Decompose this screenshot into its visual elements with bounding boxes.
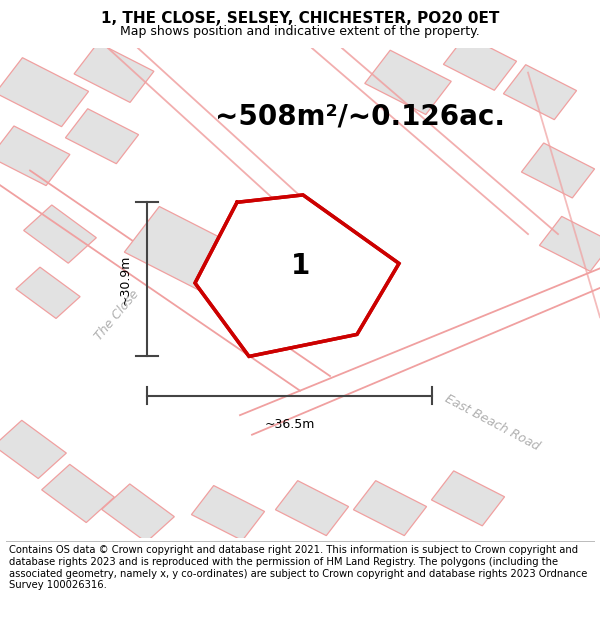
Polygon shape bbox=[41, 464, 115, 522]
Polygon shape bbox=[124, 206, 236, 291]
Polygon shape bbox=[275, 481, 349, 536]
Polygon shape bbox=[443, 36, 517, 90]
Polygon shape bbox=[74, 42, 154, 102]
Polygon shape bbox=[16, 267, 80, 319]
Polygon shape bbox=[503, 64, 577, 119]
Text: Map shows position and indicative extent of the property.: Map shows position and indicative extent… bbox=[120, 24, 480, 38]
Text: Contains OS data © Crown copyright and database right 2021. This information is : Contains OS data © Crown copyright and d… bbox=[9, 546, 587, 590]
Polygon shape bbox=[0, 58, 89, 127]
Polygon shape bbox=[191, 486, 265, 541]
Polygon shape bbox=[365, 50, 451, 114]
Text: ~36.5m: ~36.5m bbox=[265, 418, 314, 431]
Text: East Beach Road: East Beach Road bbox=[442, 392, 542, 453]
Polygon shape bbox=[0, 126, 70, 186]
Text: The Close: The Close bbox=[92, 287, 142, 342]
Polygon shape bbox=[23, 205, 97, 263]
Text: 1, THE CLOSE, SELSEY, CHICHESTER, PO20 0ET: 1, THE CLOSE, SELSEY, CHICHESTER, PO20 0… bbox=[101, 11, 499, 26]
Text: ~508m²/~0.126ac.: ~508m²/~0.126ac. bbox=[215, 102, 505, 131]
Polygon shape bbox=[539, 216, 600, 271]
Polygon shape bbox=[101, 484, 175, 542]
Polygon shape bbox=[353, 481, 427, 536]
Polygon shape bbox=[431, 471, 505, 526]
Text: ~30.9m: ~30.9m bbox=[119, 254, 132, 304]
Polygon shape bbox=[65, 109, 139, 164]
Polygon shape bbox=[195, 195, 399, 356]
Polygon shape bbox=[0, 420, 67, 479]
Polygon shape bbox=[521, 143, 595, 198]
Text: 1: 1 bbox=[290, 252, 310, 280]
